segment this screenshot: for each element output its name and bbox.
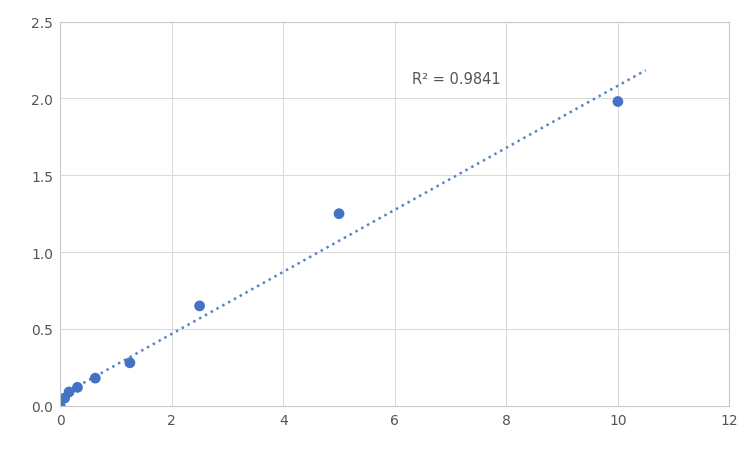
Point — [333, 211, 345, 218]
Point — [193, 303, 205, 310]
Point — [71, 384, 83, 391]
Point — [124, 359, 136, 367]
Text: R² = 0.9841: R² = 0.9841 — [411, 72, 500, 87]
Point — [89, 375, 102, 382]
Point — [54, 402, 66, 410]
Point — [612, 99, 624, 106]
Point — [59, 395, 71, 402]
Point — [63, 388, 75, 396]
